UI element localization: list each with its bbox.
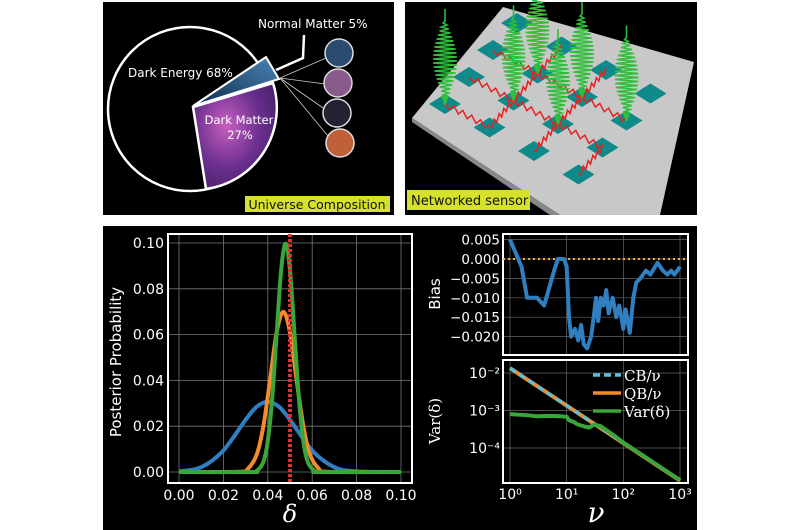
probe-arrow-icon [441, 96, 449, 106]
variance-chart: Var(δ) ν 10⁰ 10¹ 10² 10³ 10⁻² 10⁻³ 10⁻⁴ CB/νQB/… [426, 359, 692, 529]
entanglement-link [489, 97, 515, 129]
probe-field-spring [501, 5, 526, 98]
entanglement-link [444, 103, 490, 130]
universe-label-box [245, 196, 390, 212]
universe-composition-label: Universe Composition [248, 197, 385, 212]
bias-series-line [508, 238, 682, 351]
y-axis-label: Bias [426, 278, 444, 310]
y-tick-label: −0.015 [450, 310, 500, 326]
entanglement-link [533, 120, 559, 153]
probe-arrow-icon [554, 116, 562, 126]
universe-composition-panel: Dark Energy 68% Dark Matter 27% Normal M… [103, 2, 394, 215]
entanglement-link [557, 93, 583, 126]
series-line-2 [509, 412, 682, 482]
legend-label: CB/ν [624, 367, 661, 385]
dark-matter-percent: 27% [227, 128, 253, 142]
star-image-icon [324, 38, 354, 68]
x-axis-label: δ [283, 500, 297, 528]
x-tick-label: 10⁰ [498, 487, 522, 503]
probe-fields [432, 0, 639, 126]
y-axis-label: Var(δ) [426, 398, 444, 445]
nebula-image-icon [325, 128, 355, 158]
plot-frame [502, 233, 689, 356]
sensor-node [590, 60, 622, 80]
y-tick-label: −0.020 [450, 330, 500, 346]
networked-sensor-panel: Networked sensor [405, 0, 697, 215]
posterior-probability-chart: Posterior Probability δ 0.00 0.02 0.04 0.06… [107, 233, 417, 528]
entanglement-link [581, 96, 627, 123]
probe-arrow-icon [578, 89, 586, 99]
entanglement-link [468, 76, 514, 103]
y-tick-label: 0.02 [133, 419, 164, 435]
galaxy-image-icon [323, 68, 353, 98]
network-label-box [407, 190, 530, 210]
y-tick-label: 0.000 [461, 252, 500, 268]
entanglement-link [512, 100, 559, 126]
probe-arrow-icon [509, 92, 518, 103]
sensor-node [634, 83, 667, 104]
x-tick-label: 0.04 [252, 488, 283, 504]
entanglement-link [581, 66, 607, 99]
y-tick-label: 0.08 [133, 282, 164, 298]
dark-matter-wedge [191, 81, 279, 191]
y-tick-label: 0.04 [133, 373, 164, 389]
plots-panel-background [103, 226, 697, 530]
normal-matter-wedge [192, 55, 281, 107]
x-tick-label: 10¹ [555, 487, 578, 503]
connector-lines [279, 57, 329, 137]
y-tick-label: −0.005 [450, 271, 500, 287]
x-tick-label: 10² [612, 487, 635, 503]
y-tick-label: 10⁻² [469, 366, 500, 382]
y-tick-label: 10⁻⁴ [469, 441, 500, 457]
y-tick-label: 0.005 [461, 233, 500, 249]
probe-field-spring [614, 25, 639, 118]
x-tick-label: 0.06 [297, 488, 328, 504]
entanglement-link [557, 123, 603, 150]
y-tick-label: −0.010 [450, 291, 500, 307]
entanglement-link [513, 70, 539, 102]
x-tick-label: 10³ [668, 487, 691, 503]
dark-energy-label: Dark Energy 68% [128, 66, 233, 80]
y-axis-label: Posterior Probability [107, 287, 125, 437]
probe-field-spring [432, 9, 458, 101]
probe-arrow-icon [533, 65, 542, 76]
dark-matter-label: Dark Matter [205, 113, 274, 127]
x-tick-label: 0.10 [385, 488, 416, 504]
series-line-1 [178, 309, 402, 475]
normal-matter-label: Normal Matter 5% [258, 17, 368, 31]
y-tick-label: 10⁻³ [469, 404, 500, 420]
normal-matter-leader-line [275, 34, 306, 72]
plot-frame [502, 359, 689, 484]
x-axis-label: ν [587, 496, 604, 529]
probe-field-spring [569, 2, 595, 94]
probe-field-spring [525, 0, 550, 71]
bias-chart: Bias 0.005 0.000 −0.005 −0.010 −0.015 −0.020 [426, 233, 689, 356]
x-tick-label: 0.08 [341, 488, 372, 504]
probe-field-spring [545, 29, 571, 121]
legend-label: Var(δ) [623, 403, 670, 421]
networked-sensor-label: Networked sensor [411, 194, 529, 209]
x-tick-label: 0.02 [208, 488, 239, 504]
entanglement-link [578, 144, 604, 176]
planets-image-icon [322, 98, 352, 128]
y-tick-label: 0.00 [133, 465, 164, 481]
series-line-2 [178, 241, 402, 475]
probe-arrow-icon [622, 112, 631, 123]
legend-label: QB/ν [624, 385, 662, 403]
x-tick-label: 0.00 [163, 488, 194, 504]
y-tick-label: 0.06 [133, 328, 164, 344]
y-tick-label: 0.10 [133, 236, 164, 252]
